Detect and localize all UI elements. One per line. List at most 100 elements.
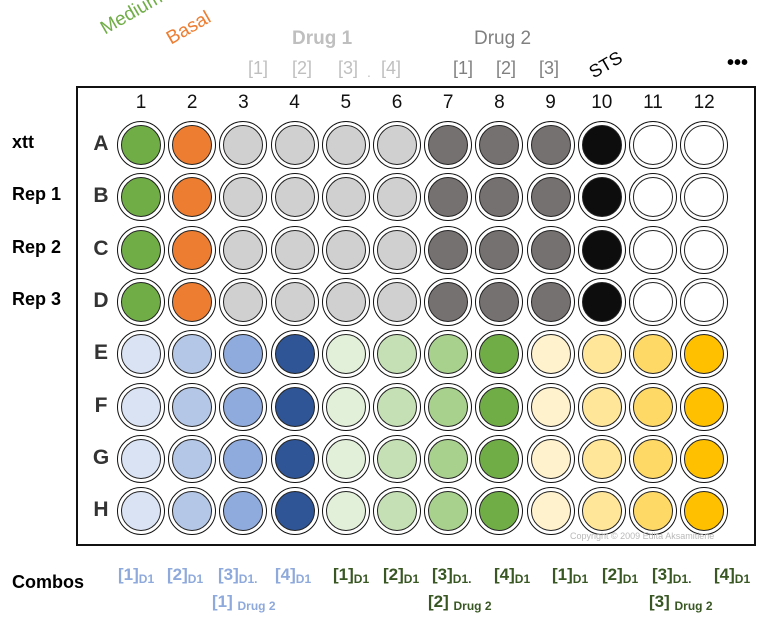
well-fill bbox=[633, 386, 673, 427]
well-e11 bbox=[629, 330, 677, 379]
well-fill bbox=[633, 438, 673, 479]
drug1-label: Drug 1 bbox=[292, 28, 353, 49]
well-fill bbox=[377, 125, 417, 165]
well-b10 bbox=[577, 173, 626, 222]
combos-label: Combos bbox=[12, 572, 84, 592]
well-fill bbox=[581, 491, 622, 532]
well-fill bbox=[530, 334, 571, 375]
well-fill bbox=[428, 229, 469, 270]
well-fill bbox=[121, 491, 161, 532]
well-fill bbox=[684, 438, 725, 479]
well-fill bbox=[377, 229, 417, 270]
well-h9 bbox=[526, 487, 575, 536]
drug1-conc-2: [2] bbox=[292, 58, 313, 78]
well-c8 bbox=[475, 225, 524, 274]
well-h8 bbox=[475, 487, 524, 536]
combo-green-1: [1]D1 bbox=[333, 565, 370, 586]
well-fill bbox=[479, 334, 520, 375]
combo-blue-drug2: [1] Drug 2 bbox=[212, 592, 276, 613]
combo-green2-3: [3]D1. bbox=[652, 565, 692, 586]
well-fill bbox=[377, 386, 417, 427]
well-fill bbox=[581, 438, 622, 479]
well-fill bbox=[172, 125, 213, 165]
well-fill bbox=[274, 491, 315, 532]
well-d11 bbox=[629, 277, 677, 326]
well-fill bbox=[479, 177, 520, 218]
combo-green-4: [4]D1 bbox=[494, 565, 531, 586]
well-a3 bbox=[219, 121, 268, 169]
well-fill bbox=[377, 177, 417, 218]
well-fill bbox=[223, 125, 264, 165]
well-fill bbox=[121, 281, 161, 322]
well-b5 bbox=[321, 173, 370, 222]
well-fill bbox=[684, 491, 725, 532]
well-f5 bbox=[321, 382, 370, 431]
well-fill bbox=[223, 229, 264, 270]
basal-label: Basal bbox=[163, 7, 215, 50]
well-fill bbox=[428, 177, 469, 218]
well-fill bbox=[325, 281, 366, 322]
well-fill bbox=[633, 177, 673, 218]
combo-green2-2: [2]D1 bbox=[602, 565, 639, 586]
well-fill bbox=[223, 438, 264, 479]
well-a6 bbox=[373, 121, 421, 169]
well-h3 bbox=[219, 487, 268, 536]
well-fill bbox=[325, 177, 366, 218]
well-d12 bbox=[680, 277, 729, 326]
well-fill bbox=[274, 334, 315, 375]
well-e10 bbox=[577, 330, 626, 379]
row-letter-f: F bbox=[94, 393, 108, 417]
well-b4 bbox=[270, 173, 319, 222]
well-d2 bbox=[168, 277, 217, 326]
well-c2 bbox=[168, 225, 217, 274]
combo-green-3: [3]D1. bbox=[432, 565, 472, 586]
drug1-conc-3: [3] bbox=[338, 58, 359, 78]
well-h4 bbox=[270, 487, 319, 536]
row-letter-b: B bbox=[93, 184, 109, 208]
well-b3 bbox=[219, 173, 268, 222]
well-a7 bbox=[424, 121, 473, 169]
combo-blue-4: [4]D1 bbox=[275, 565, 312, 586]
well-c5 bbox=[321, 225, 370, 274]
column-number-4: 4 bbox=[289, 92, 300, 113]
well-fill bbox=[479, 229, 520, 270]
well-d5 bbox=[321, 277, 370, 326]
well-fill bbox=[479, 125, 520, 165]
well-b8 bbox=[475, 173, 524, 222]
well-g3 bbox=[219, 434, 268, 483]
well-c11 bbox=[629, 225, 677, 274]
well-f12 bbox=[680, 382, 729, 431]
well-a8 bbox=[475, 121, 524, 169]
well-fill bbox=[581, 386, 622, 427]
well-e2 bbox=[168, 330, 217, 379]
drug1-conc-1: [1] bbox=[248, 58, 269, 78]
well-fill bbox=[274, 438, 315, 479]
well-fill bbox=[479, 491, 520, 532]
well-fill bbox=[428, 125, 469, 165]
well-fill bbox=[325, 125, 366, 165]
column-number-9: 9 bbox=[545, 92, 556, 113]
well-fill bbox=[428, 491, 469, 532]
well-b2 bbox=[168, 173, 217, 222]
well-c4 bbox=[270, 225, 319, 274]
well-h10 bbox=[577, 487, 626, 536]
well-f9 bbox=[526, 382, 575, 431]
row-label-xtt: xtt bbox=[12, 132, 34, 152]
well-a1 bbox=[117, 121, 165, 169]
well-b9 bbox=[526, 173, 575, 222]
well-fill bbox=[121, 125, 161, 165]
row-letter-g: G bbox=[92, 445, 110, 469]
well-d6 bbox=[373, 277, 421, 326]
well-fill bbox=[530, 438, 571, 479]
well-fill bbox=[172, 334, 213, 375]
well-fill bbox=[530, 125, 571, 165]
well-d4 bbox=[270, 277, 319, 326]
well-fill bbox=[684, 386, 725, 427]
well-f8 bbox=[475, 382, 524, 431]
well-fill bbox=[684, 229, 725, 270]
well-fill bbox=[172, 281, 213, 322]
row-letter-e: E bbox=[93, 341, 108, 365]
drug2-conc-2: [2] bbox=[496, 58, 517, 78]
well-fill bbox=[274, 229, 315, 270]
well-fill bbox=[172, 438, 213, 479]
